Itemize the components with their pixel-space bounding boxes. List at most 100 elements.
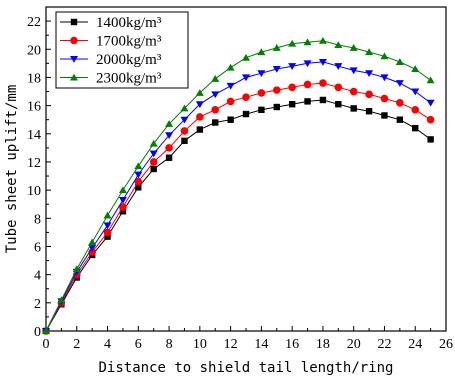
data-point xyxy=(211,75,220,82)
data-point xyxy=(257,48,266,56)
legend-item-3: 2000kg/m³ xyxy=(60,52,162,68)
data-point xyxy=(165,120,174,127)
legend-item-2: 1700kg/m³ xyxy=(60,34,162,50)
data-point xyxy=(349,67,358,75)
data-point xyxy=(288,83,296,92)
legend-label: 2300kg/m³ xyxy=(96,71,162,87)
data-point xyxy=(134,162,143,170)
x-tick-label: 22 xyxy=(377,337,391,352)
data-point xyxy=(349,87,358,96)
axis-ticks: 0 2 4 6 8 10 12 14 16 18 20 22 24 2602468101214161820… xyxy=(27,6,453,352)
legend-label: 2000kg/m³ xyxy=(96,52,162,68)
data-point xyxy=(196,126,204,133)
data-point xyxy=(272,44,281,51)
data-point xyxy=(165,132,174,139)
data-point xyxy=(181,137,188,145)
data-point xyxy=(72,265,81,273)
data-point xyxy=(396,98,404,107)
data-point xyxy=(335,101,342,108)
data-point xyxy=(380,74,389,82)
data-point xyxy=(380,94,389,103)
data-point xyxy=(135,184,142,191)
data-point xyxy=(118,186,127,194)
x-tick-label: 8 xyxy=(166,337,173,352)
data-point xyxy=(180,104,189,112)
data-point xyxy=(273,103,280,111)
y-tick-label: 6 xyxy=(34,240,41,255)
series-4 xyxy=(42,37,435,334)
data-point xyxy=(103,211,112,219)
data-point xyxy=(119,203,127,211)
data-point xyxy=(381,112,388,119)
x-tick-label: 20 xyxy=(347,337,361,352)
data-point xyxy=(426,99,435,107)
x-tick-label: 6 xyxy=(135,337,142,352)
data-point xyxy=(411,88,420,96)
data-point xyxy=(70,18,78,26)
data-point xyxy=(242,53,250,61)
data-point xyxy=(227,116,234,123)
data-point xyxy=(395,58,404,65)
data-point xyxy=(334,41,343,49)
x-tick-label: 16 xyxy=(285,337,299,352)
data-point xyxy=(118,196,127,204)
data-point xyxy=(426,115,435,124)
data-point xyxy=(226,63,235,71)
data-point xyxy=(258,106,265,114)
data-point xyxy=(149,139,158,147)
data-point xyxy=(165,144,173,152)
data-point xyxy=(70,73,78,81)
data-point xyxy=(242,110,250,118)
data-point xyxy=(396,116,404,123)
y-tick-label: 18 xyxy=(27,71,41,86)
data-point xyxy=(365,108,373,115)
data-point xyxy=(380,52,389,60)
data-point xyxy=(70,36,78,45)
data-point xyxy=(288,63,297,70)
data-point xyxy=(349,44,358,51)
x-tick-label: 24 xyxy=(408,337,422,352)
x-tick-label: 0 xyxy=(43,337,50,352)
data-point xyxy=(57,296,66,304)
data-point xyxy=(42,327,50,334)
data-point xyxy=(150,165,157,173)
data-point xyxy=(303,80,312,89)
data-point xyxy=(103,222,112,230)
data-point xyxy=(103,228,112,237)
data-point xyxy=(288,101,296,108)
data-point xyxy=(318,37,327,44)
series-2 xyxy=(42,79,435,335)
x-tick-label: 4 xyxy=(104,337,111,352)
data-point xyxy=(104,233,111,240)
data-point xyxy=(195,89,204,96)
y-tick-label: 2 xyxy=(34,297,41,312)
legend-item-1: 1400kg/m³ xyxy=(60,15,162,31)
y-tick-label: 10 xyxy=(27,184,41,199)
data-point xyxy=(242,74,250,82)
x-tick-label: 18 xyxy=(316,337,330,352)
data-point xyxy=(319,96,327,104)
data-point xyxy=(211,106,220,114)
data-point xyxy=(304,98,311,105)
data-point xyxy=(242,93,250,101)
x-tick-label: 10 xyxy=(193,337,207,352)
legend-label: 1700kg/m³ xyxy=(96,34,162,50)
data-point xyxy=(318,58,327,66)
data-point xyxy=(257,89,266,97)
data-point xyxy=(365,70,374,78)
y-tick-label: 4 xyxy=(34,269,41,284)
legend-label: 1400kg/m³ xyxy=(96,15,162,31)
data-point xyxy=(134,171,143,179)
data-point xyxy=(426,76,435,84)
legend: 1400kg/m³ 1700kg/m³ 2000kg/m³ 2300kg/m³ xyxy=(55,11,189,89)
x-axis-title: Distance to shield tail length/ring xyxy=(98,360,393,376)
y-tick-label: 22 xyxy=(27,15,41,30)
data-point xyxy=(288,39,297,47)
data-point xyxy=(149,158,158,166)
legend-box xyxy=(55,11,189,89)
data-point xyxy=(119,208,127,215)
x-tick-label: 26 xyxy=(439,337,453,352)
data-point xyxy=(319,79,327,87)
data-point xyxy=(165,154,173,161)
